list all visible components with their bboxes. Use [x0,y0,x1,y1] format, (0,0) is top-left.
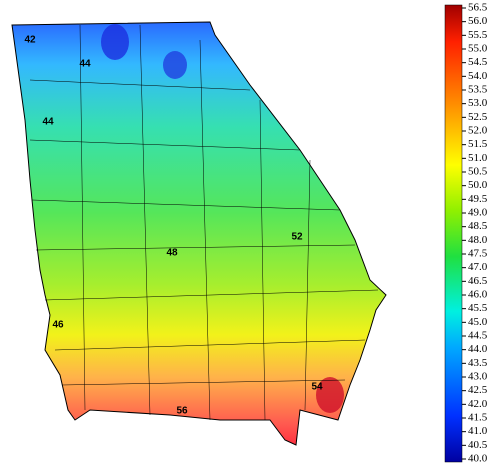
colorbar-tick-label: 51.0 [468,152,488,164]
colorbar-tick-label: 40.0 [468,453,488,465]
colorbar-tick-label: 47.0 [468,261,488,273]
colorbar-tick-label: 46.0 [468,289,488,301]
colorbar-tick-label: 51.5 [468,138,488,150]
contour-label: 54 [311,382,323,393]
county-lines [29,24,379,421]
colorbar-tick-label: 40.5 [468,439,488,451]
contour-label: 44 [42,117,54,128]
colorbar-tick-label: 56.5 [468,2,488,14]
cold-spot [101,24,129,60]
georgia-outline [11,21,387,446]
colorbar [444,4,463,463]
colorbar-tick-label: 42.0 [468,398,488,410]
colorbar-tick-label: 49.5 [468,193,488,205]
colorbar-tick-label: 43.5 [468,357,488,369]
contour-label: 52 [291,232,303,243]
colorbar-tick-label: 49.0 [468,207,488,219]
contour-labels: 42 44 44 46 48 52 54 56 [24,35,323,417]
colorbar-tick-label: 45.5 [468,302,488,314]
colorbar-ticks: 40.0 40.5 41.041.5 42.0 42.543.0 43.5 44.044.5… [462,2,488,465]
contour-label: 56 [176,406,188,417]
colorbar-tick-label: 44.0 [468,343,488,355]
colorbar-tick-label: 50.5 [468,166,488,178]
colorbar-tick-label: 41.5 [468,412,488,424]
warm-spot [316,377,344,413]
colorbar-tick-label: 46.5 [468,275,488,287]
colorbar-tick-label: 53.5 [468,84,488,96]
colorbar-tick-label: 53.0 [468,97,488,109]
colorbar-tick-label: 43.0 [468,371,488,383]
colorbar-tick-label: 55.5 [468,29,488,41]
colorbar-tick-label: 42.5 [468,384,488,396]
colorbar-tick-label: 48.5 [468,220,488,232]
colorbar-tick-label: 55.0 [468,43,488,55]
cold-spot [163,51,187,79]
colorbar-tick-label: 54.5 [468,56,488,68]
contour-label: 46 [52,320,64,331]
colorbar-tick-label: 52.5 [468,111,488,123]
colorbar-tick-label: 52.0 [468,125,488,137]
colorbar-tick-label: 44.5 [468,330,488,342]
contour-label: 48 [166,248,178,259]
contour-label: 44 [79,59,91,70]
colorbar-tick-label: 50.0 [468,179,488,191]
colorbar-tick-label: 41.0 [468,425,488,437]
contour-label: 42 [24,35,36,46]
colorbar-tick-label: 45.0 [468,316,488,328]
colorbar-tick-label: 48.0 [468,234,488,246]
colorbar-tick-label: 47.5 [468,248,488,260]
colorbar-tick-label: 56.0 [468,15,488,27]
colorbar-tick-label: 54.0 [468,70,488,82]
